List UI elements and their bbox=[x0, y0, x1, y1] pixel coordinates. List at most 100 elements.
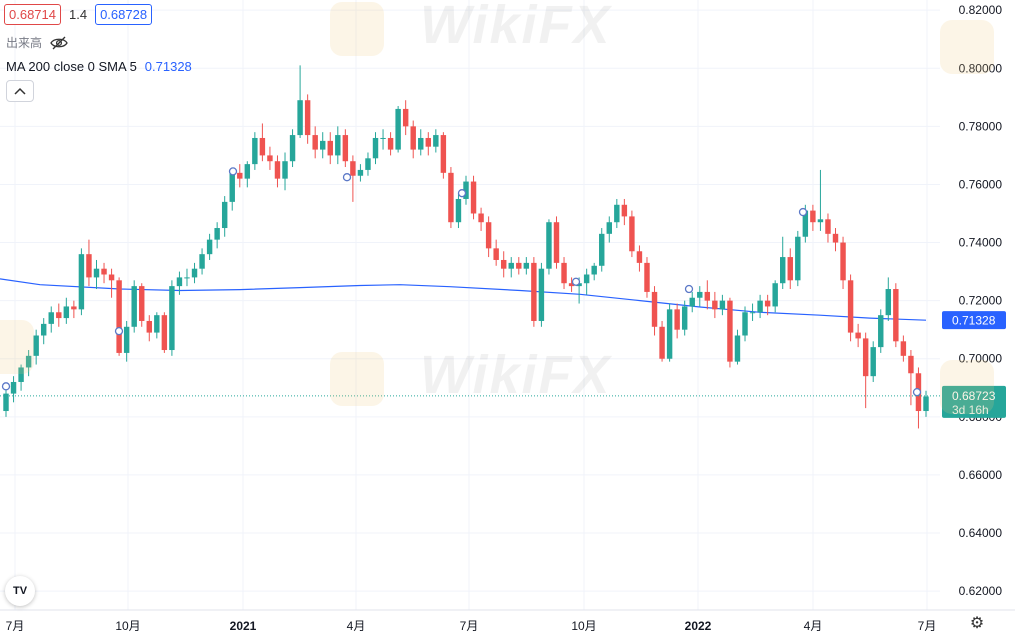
candle-body bbox=[402, 108, 409, 127]
y-tick-label: 0.74000 bbox=[959, 236, 1003, 250]
candle-body bbox=[365, 158, 371, 170]
candle-body bbox=[810, 210, 816, 223]
volume-legend: 出来高 bbox=[6, 34, 68, 51]
candle-body bbox=[681, 306, 688, 330]
candle-body bbox=[764, 300, 771, 307]
candle-body bbox=[146, 320, 152, 333]
candle-body bbox=[440, 135, 447, 173]
candle-body bbox=[191, 268, 198, 278]
candle-body bbox=[659, 326, 665, 359]
tradingview-logo-icon[interactable]: TV bbox=[5, 576, 35, 606]
bid-price[interactable]: 0.68714 bbox=[4, 4, 61, 25]
watermark-text: WikiFX bbox=[420, 345, 612, 405]
y-tick-label: 0.80000 bbox=[959, 61, 1003, 75]
candle-body bbox=[229, 172, 235, 202]
candle-body bbox=[418, 137, 424, 150]
candle-body bbox=[908, 355, 914, 374]
candle-body bbox=[10, 381, 17, 394]
spread-value: 1.4 bbox=[69, 7, 88, 22]
watermark-logo-icon bbox=[940, 20, 994, 74]
candle-body bbox=[832, 233, 839, 243]
candle-body bbox=[689, 297, 695, 307]
candle-body bbox=[335, 135, 341, 156]
candle-body bbox=[131, 286, 137, 327]
candle-body bbox=[86, 254, 92, 278]
candle-body bbox=[923, 396, 929, 412]
event-marker-icon bbox=[114, 326, 124, 336]
y-tick-label: 0.70000 bbox=[959, 352, 1003, 366]
countdown-label: 3d 16h bbox=[952, 403, 989, 417]
candle-body bbox=[101, 268, 107, 275]
candle-body bbox=[561, 262, 567, 284]
candle-body bbox=[470, 181, 477, 214]
candle-body bbox=[478, 213, 484, 223]
candle-body bbox=[666, 309, 673, 359]
candle-body bbox=[583, 274, 590, 284]
candle-body bbox=[855, 332, 861, 339]
candle-body bbox=[493, 248, 499, 260]
x-tick-label: 7月 bbox=[918, 619, 937, 633]
candle-body bbox=[312, 135, 318, 150]
x-tick-label: 4月 bbox=[804, 619, 823, 633]
candle-body bbox=[599, 233, 605, 266]
candle-body bbox=[508, 262, 514, 269]
event-marker-icon bbox=[228, 167, 238, 176]
gear-icon[interactable]: ⚙ bbox=[969, 615, 985, 632]
candle-body bbox=[448, 172, 454, 223]
candle-body bbox=[63, 306, 70, 319]
candle-body bbox=[380, 137, 386, 139]
candle-body bbox=[25, 355, 32, 368]
candle-body bbox=[274, 161, 281, 179]
event-marker-icon bbox=[1, 382, 11, 391]
event-marker-icon bbox=[457, 189, 467, 198]
candle-body bbox=[817, 219, 824, 223]
ask-price[interactable]: 0.68728 bbox=[95, 4, 153, 25]
candle-body bbox=[176, 277, 183, 287]
candle-body bbox=[206, 239, 213, 255]
candle-body bbox=[289, 135, 296, 162]
watermark-logo-icon bbox=[940, 360, 994, 414]
last-price-label: 0.68723 bbox=[952, 389, 996, 403]
candle-body bbox=[780, 257, 786, 284]
candle-body bbox=[56, 312, 62, 319]
x-tick-label: 10月 bbox=[115, 619, 140, 633]
y-tick-label: 0.64000 bbox=[959, 526, 1003, 540]
candle-body bbox=[433, 135, 439, 147]
candle-body bbox=[425, 137, 432, 147]
candle-body bbox=[463, 181, 469, 199]
candle-body bbox=[727, 300, 733, 362]
candle-body bbox=[847, 280, 854, 333]
candle-body bbox=[787, 257, 793, 281]
candle-body bbox=[372, 137, 379, 159]
candle-body bbox=[252, 137, 258, 165]
ma-legend[interactable]: MA 200 close 0 SMA 5 0.71328 bbox=[6, 59, 192, 74]
candle-body bbox=[862, 338, 869, 377]
candle-body bbox=[546, 222, 552, 269]
candle-body bbox=[870, 347, 876, 377]
candle-body bbox=[387, 137, 394, 150]
candle-body bbox=[304, 100, 311, 136]
candle-body bbox=[621, 204, 628, 217]
eye-slash-icon[interactable] bbox=[50, 36, 68, 50]
candle-body bbox=[327, 140, 333, 156]
candle-body bbox=[485, 222, 492, 249]
candle-body bbox=[395, 108, 401, 150]
collapse-legend-button[interactable] bbox=[6, 80, 34, 102]
candle-body bbox=[455, 198, 462, 223]
x-tick-label: 10月 bbox=[571, 619, 596, 633]
candle-body bbox=[108, 274, 115, 281]
candle-body bbox=[772, 283, 778, 307]
candle-body bbox=[674, 309, 680, 330]
x-tick-label: 7月 bbox=[460, 619, 479, 633]
candle-body bbox=[139, 286, 145, 321]
candle-body bbox=[704, 291, 711, 301]
watermark-logo-icon bbox=[330, 352, 384, 406]
candle-body bbox=[267, 155, 273, 162]
candle-body bbox=[697, 291, 703, 298]
candle-body bbox=[18, 367, 24, 382]
candle-body bbox=[3, 393, 9, 412]
candle-body bbox=[161, 315, 168, 351]
candle-body bbox=[523, 262, 530, 269]
candle-body bbox=[878, 315, 884, 348]
